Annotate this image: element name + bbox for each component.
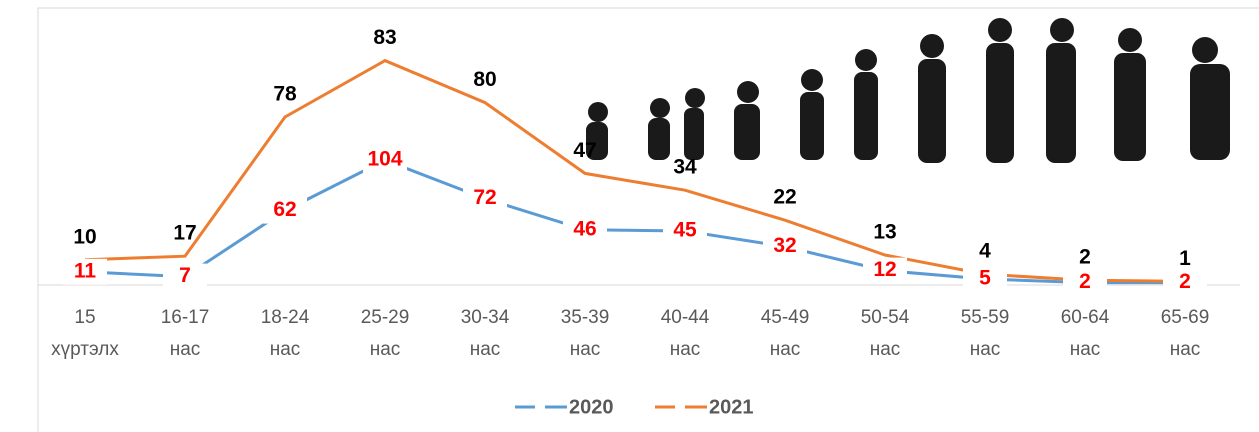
data-label: 45	[673, 219, 697, 242]
series-line	[84, 58, 1186, 283]
x-tick-label: 65-69 нас	[1161, 307, 1210, 360]
data-label: 17	[173, 222, 196, 245]
label-bg	[863, 257, 907, 284]
label-bg	[463, 185, 507, 212]
x-tick-label: 55-59 нас	[961, 307, 1010, 360]
data-label: 34	[673, 156, 697, 179]
label-bg	[1163, 269, 1207, 296]
data-label: 4	[979, 240, 991, 263]
chart-border	[37, 7, 1259, 432]
data-label: 2	[1079, 246, 1091, 269]
label-bg	[163, 263, 207, 290]
x-tick-label: 16-17 нас	[161, 307, 210, 360]
x-tick-label: 30-34 нас	[461, 307, 510, 360]
x-tick-label: 45-49 нас	[761, 307, 810, 360]
label-bg	[663, 218, 707, 244]
x-tick-label: 25-29 нас	[361, 307, 410, 360]
data-label: 10	[73, 225, 96, 248]
data-label: 1	[1179, 247, 1191, 270]
x-tick-label: 50-54 нас	[861, 307, 910, 360]
data-label: 7	[179, 264, 191, 287]
data-label: 80	[473, 68, 496, 91]
data-label: 83	[373, 26, 396, 49]
data-label: 47	[573, 139, 596, 162]
label-bg	[963, 266, 1007, 292]
data-label: 72	[473, 186, 496, 209]
x-tick-label: 18-24 нас	[261, 307, 310, 360]
x-tick-label: 40-44 нас	[661, 307, 710, 360]
data-label: 104	[367, 148, 402, 171]
data-label: 32	[773, 234, 796, 257]
label-bg	[63, 258, 107, 285]
series-line	[84, 158, 1185, 285]
x-tick-label: 35-39 нас	[561, 307, 610, 360]
data-label: 46	[573, 217, 596, 240]
legend-label: 2021	[709, 396, 754, 418]
silhouettes	[586, 18, 1230, 163]
data-label: 62	[273, 198, 296, 221]
label-bg	[263, 197, 307, 224]
label-bg	[1063, 269, 1107, 296]
label-bg	[763, 233, 807, 260]
data-label: 22	[773, 186, 796, 209]
data-label: 2	[1079, 270, 1091, 293]
data-label: 5	[979, 267, 991, 290]
label-bg	[363, 147, 407, 174]
data-label: 13	[873, 221, 896, 244]
legend-label: 2020	[569, 396, 614, 418]
data-label: 11	[74, 259, 97, 282]
x-tick-label: 60-64 нас	[1061, 307, 1110, 360]
x-tick-label: 15 хүртэлх	[51, 307, 119, 360]
data-label: 78	[273, 83, 297, 106]
data-label: 12	[873, 258, 896, 281]
data-label: 2	[1179, 270, 1191, 293]
label-bg	[563, 216, 607, 243]
